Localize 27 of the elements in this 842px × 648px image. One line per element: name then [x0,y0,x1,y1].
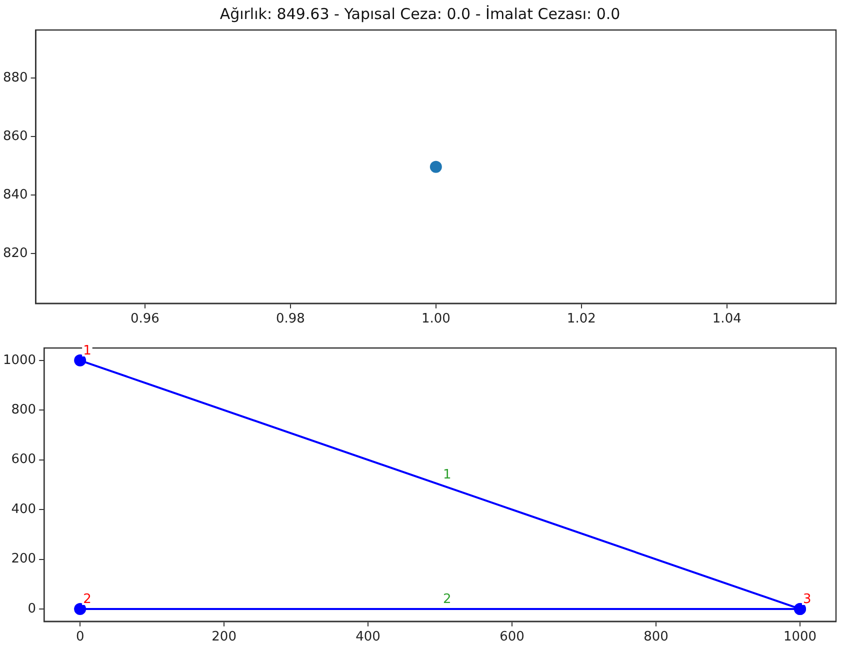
y-tick-label: 800 [11,402,36,418]
annotation: 2 [443,592,452,607]
x-tick-label: 0.98 [276,312,305,327]
x-tick-label: 1.00 [421,312,450,327]
x-tick-label: 600 [500,630,524,645]
annotation: 1 [443,468,452,483]
x-tick-label: 1000 [783,630,817,645]
x-tick-label: 200 [212,630,236,645]
y-tick-label: 860 [2,128,28,144]
x-tick-label: 400 [356,630,380,645]
annotation: 2 [83,592,92,607]
y-tick-label: 840 [2,187,28,202]
y-tick-label: 200 [11,552,36,567]
annotation: 3 [803,592,812,607]
y-tick-label: 0 [28,601,36,616]
y-tick-label: 880 [2,70,28,86]
annotation: 1 [83,343,92,358]
y-tick-label: 820 [2,246,28,261]
x-tick-label: 0 [76,630,84,645]
y-tick-label: 400 [11,502,36,517]
y-tick-label: 600 [11,452,36,468]
chart-title: Ağırlık: 849.63 - Yapısal Ceza: 0.0 - İmalat Cezası: 0.0 [220,4,620,23]
x-tick-label: 0.96 [130,312,160,327]
x-tick-label: 1.02 [566,312,596,327]
y-tick-label: 1000 [2,352,36,368]
x-tick-label: 800 [644,630,668,645]
x-tick-label: 1.04 [712,312,742,327]
